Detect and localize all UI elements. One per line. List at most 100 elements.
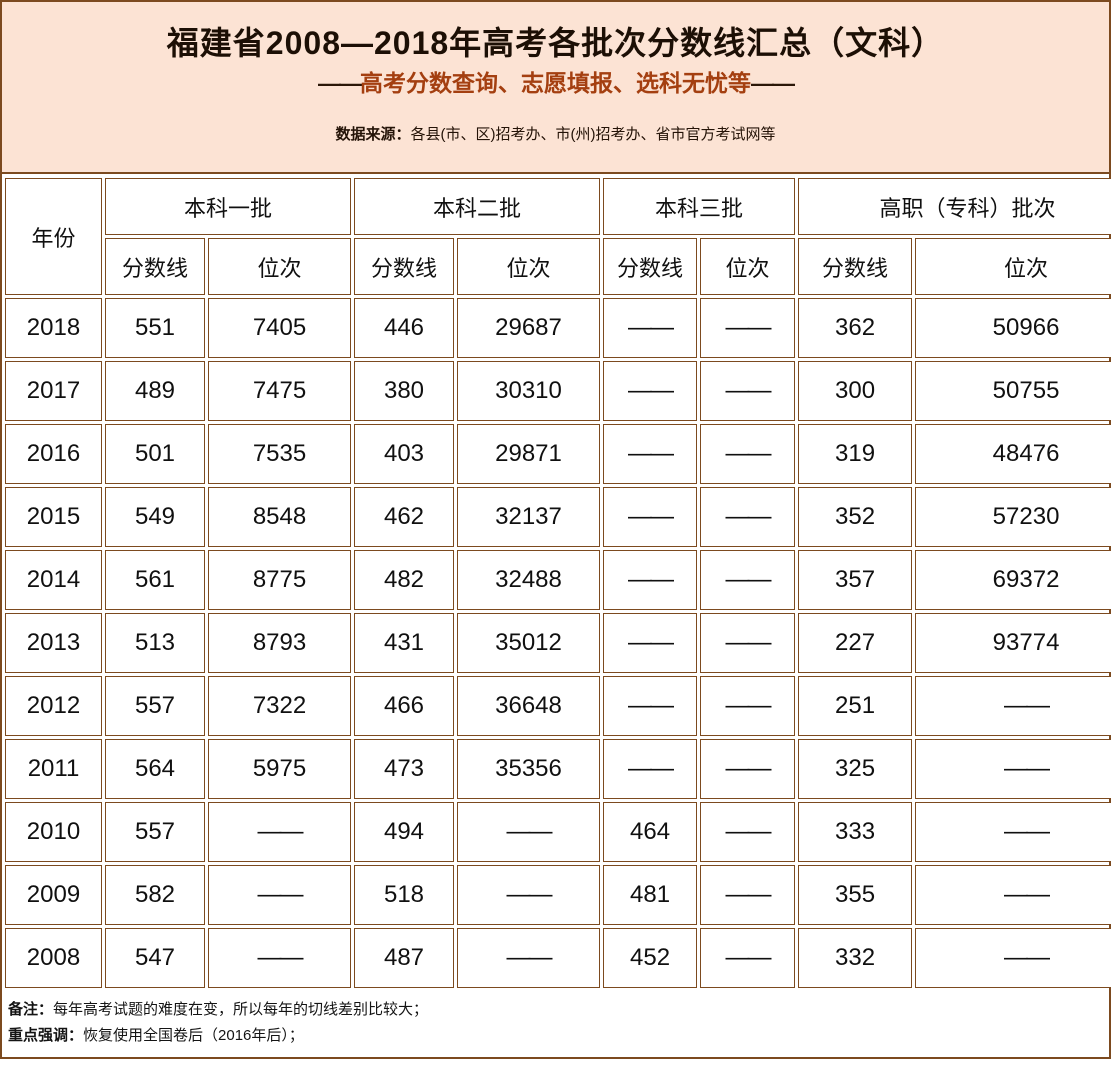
note-emphasis: 重点强调：恢复使用全国卷后（2016年后）； <box>8 1023 1103 1049</box>
value-cell: 452 <box>603 928 698 988</box>
value-cell: —— <box>700 865 796 925</box>
note-remark-text: 每年高考试题的难度在变，所以每年的切线差别比较大； <box>53 1001 429 1018</box>
value-cell: 557 <box>105 676 205 736</box>
value-cell: 380 <box>354 361 455 421</box>
value-cell: —— <box>603 676 698 736</box>
year-cell: 2012 <box>5 676 102 736</box>
value-cell: —— <box>700 424 796 484</box>
value-cell: —— <box>700 928 796 988</box>
year-cell: 2015 <box>5 487 102 547</box>
value-cell: 355 <box>798 865 913 925</box>
value-cell: —— <box>208 928 352 988</box>
page: 福建省2008—2018年高考各批次分数线汇总（文科） ——高考分数查询、志愿填… <box>0 0 1111 1059</box>
value-cell: 8793 <box>208 613 352 673</box>
value-cell: 489 <box>105 361 205 421</box>
sub-header-row: 分数线 位次 分数线 位次 分数线 位次 分数线 位次 <box>5 238 1111 295</box>
value-cell: 5975 <box>208 739 352 799</box>
year-cell: 2009 <box>5 865 102 925</box>
value-cell: —— <box>457 802 601 862</box>
value-cell: 36648 <box>457 676 601 736</box>
col-header-score-3: 分数线 <box>603 238 698 295</box>
table-row: 2015 549 8548 462 32137 —— —— 352 57230 <box>5 487 1111 547</box>
value-cell: 557 <box>105 802 205 862</box>
value-cell: 466 <box>354 676 455 736</box>
year-cell: 2016 <box>5 424 102 484</box>
data-source-label: 数据来源： <box>335 126 411 143</box>
col-header-rank-2: 位次 <box>457 238 601 295</box>
value-cell: —— <box>603 487 698 547</box>
col-header-score-4: 分数线 <box>798 238 913 295</box>
subtitle-text: 高考分数查询、志愿填报、选科无忧等 <box>360 70 751 96</box>
table-row: 2012 557 7322 466 36648 —— —— 251 —— <box>5 676 1111 736</box>
value-cell: 582 <box>105 865 205 925</box>
year-cell: 2014 <box>5 550 102 610</box>
value-cell: 300 <box>798 361 913 421</box>
value-cell: 325 <box>798 739 913 799</box>
data-source-line: 数据来源：各县(市、区)招考办、市(州)招考办、省市官方考试网等 <box>2 125 1109 145</box>
value-cell: 357 <box>798 550 913 610</box>
value-cell: 93774 <box>915 613 1111 673</box>
value-cell: 564 <box>105 739 205 799</box>
value-cell: —— <box>915 928 1111 988</box>
data-source-text: 各县(市、区)招考办、市(州)招考办、省市官方考试网等 <box>410 126 776 143</box>
value-cell: 8548 <box>208 487 352 547</box>
value-cell: 32137 <box>457 487 601 547</box>
table-row: 2013 513 8793 431 35012 —— —— 227 93774 <box>5 613 1111 673</box>
table-row: 2017 489 7475 380 30310 —— —— 300 50755 <box>5 361 1111 421</box>
value-cell: —— <box>603 739 698 799</box>
table-body: 2018 551 7405 446 29687 —— —— 362 50966 2017 489 74… <box>5 298 1111 988</box>
value-cell: —— <box>208 802 352 862</box>
value-cell: 29687 <box>457 298 601 358</box>
value-cell: 8775 <box>208 550 352 610</box>
value-cell: 319 <box>798 424 913 484</box>
value-cell: 513 <box>105 613 205 673</box>
value-cell: —— <box>700 676 796 736</box>
note-emphasis-label: 重点强调： <box>8 1027 84 1044</box>
value-cell: —— <box>915 739 1111 799</box>
value-cell: —— <box>457 865 601 925</box>
value-cell: 7535 <box>208 424 352 484</box>
value-cell: 30310 <box>457 361 601 421</box>
value-cell: —— <box>700 298 796 358</box>
value-cell: 403 <box>354 424 455 484</box>
table-row: 2010 557 —— 494 —— 464 —— 333 —— <box>5 802 1111 862</box>
value-cell: 446 <box>354 298 455 358</box>
value-cell: 473 <box>354 739 455 799</box>
value-cell: 7475 <box>208 361 352 421</box>
value-cell: 48476 <box>915 424 1111 484</box>
value-cell: —— <box>700 550 796 610</box>
value-cell: 481 <box>603 865 698 925</box>
col-header-year: 年份 <box>5 178 102 295</box>
table-row: 2014 561 8775 482 32488 —— —— 357 69372 <box>5 550 1111 610</box>
year-cell: 2018 <box>5 298 102 358</box>
value-cell: 29871 <box>457 424 601 484</box>
year-cell: 2010 <box>5 802 102 862</box>
col-group-gaozhi: 高职（专科）批次 <box>798 178 1111 235</box>
col-group-benke3: 本科三批 <box>603 178 796 235</box>
year-cell: 2011 <box>5 739 102 799</box>
value-cell: 482 <box>354 550 455 610</box>
note-remark: 备注：每年高考试题的难度在变，所以每年的切线差别比较大； <box>8 997 1103 1023</box>
value-cell: —— <box>208 865 352 925</box>
score-table: 年份 本科一批 本科二批 本科三批 高职（专科）批次 分数线 位次 分数线 位次… <box>2 175 1111 991</box>
value-cell: 362 <box>798 298 913 358</box>
value-cell: 494 <box>354 802 455 862</box>
value-cell: —— <box>700 613 796 673</box>
value-cell: 7405 <box>208 298 352 358</box>
value-cell: 7322 <box>208 676 352 736</box>
value-cell: 352 <box>798 487 913 547</box>
table-row: 2009 582 —— 518 —— 481 —— 355 —— <box>5 865 1111 925</box>
note-remark-label: 备注： <box>8 1001 54 1018</box>
value-cell: —— <box>603 613 698 673</box>
table-row: 2016 501 7535 403 29871 —— —— 319 48476 <box>5 424 1111 484</box>
subtitle-dash-left: —— <box>318 70 362 96</box>
col-group-benke2: 本科二批 <box>354 178 601 235</box>
value-cell: 464 <box>603 802 698 862</box>
value-cell: 547 <box>105 928 205 988</box>
value-cell: 50966 <box>915 298 1111 358</box>
table-row: 2018 551 7405 446 29687 —— —— 362 50966 <box>5 298 1111 358</box>
col-group-benke1: 本科一批 <box>105 178 352 235</box>
value-cell: 518 <box>354 865 455 925</box>
note-emphasis-text: 恢复使用全国卷后（2016年后）； <box>83 1027 304 1044</box>
value-cell: 35356 <box>457 739 601 799</box>
